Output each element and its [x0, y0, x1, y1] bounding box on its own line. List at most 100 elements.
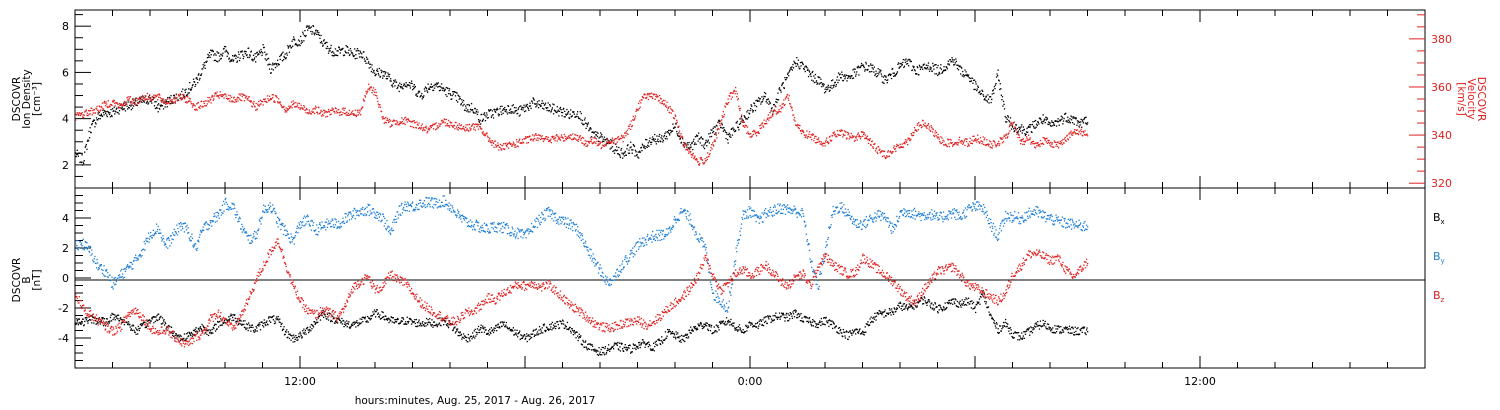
bx-point	[498, 327, 500, 329]
velocity-point	[431, 125, 434, 127]
density-point	[355, 50, 357, 52]
density-point	[762, 97, 765, 99]
velocity-point	[702, 162, 704, 164]
velocity-point	[858, 136, 860, 138]
bx-point	[625, 348, 627, 350]
density-point	[635, 154, 638, 157]
bx-point	[194, 328, 196, 330]
density-tick-label: 8	[62, 20, 69, 33]
bx-point	[522, 336, 524, 338]
density-point	[482, 119, 484, 122]
density-point	[566, 108, 568, 111]
density-point	[961, 75, 963, 77]
density-point	[249, 54, 251, 56]
bx-point	[316, 319, 318, 321]
velocity-point	[524, 138, 526, 140]
density-point	[796, 57, 798, 59]
velocity-point	[472, 123, 474, 125]
bx-point	[502, 321, 504, 323]
density-point	[203, 62, 205, 64]
velocity-point	[878, 149, 880, 151]
density-point	[630, 141, 632, 143]
density-point	[438, 90, 441, 92]
density-point	[877, 68, 879, 70]
velocity-point	[730, 98, 732, 100]
density-point	[255, 61, 257, 63]
velocity-point	[1049, 144, 1051, 146]
density-point	[503, 108, 505, 110]
density-point	[611, 140, 613, 142]
velocity-point	[390, 120, 392, 122]
velocity-point	[480, 127, 482, 129]
velocity-point	[86, 112, 89, 114]
bx-point	[232, 316, 234, 319]
velocity-point	[590, 138, 593, 141]
velocity-point	[457, 124, 459, 126]
velocity-point	[539, 134, 541, 136]
density-point	[837, 72, 840, 74]
density-point	[945, 69, 947, 71]
velocity-point	[642, 97, 645, 99]
velocity-point	[922, 120, 924, 122]
velocity-point	[1078, 131, 1080, 133]
density-point	[841, 71, 843, 73]
density-point	[577, 111, 579, 113]
bx-point	[416, 322, 419, 324]
bx-point	[656, 344, 659, 346]
density-point	[660, 137, 662, 139]
density-point	[269, 63, 271, 66]
velocity-point	[427, 131, 429, 133]
bx-point	[425, 317, 428, 320]
velocity-point	[647, 92, 649, 95]
density-point	[751, 109, 753, 111]
velocity-point	[557, 138, 559, 140]
density-point	[443, 87, 445, 90]
density-point	[75, 152, 77, 154]
density-point	[962, 74, 964, 76]
velocity-point	[214, 92, 217, 94]
density-point	[107, 111, 109, 113]
velocity-point	[283, 105, 285, 108]
velocity-point	[813, 137, 816, 139]
bx-point	[333, 317, 335, 319]
velocity-point	[510, 143, 512, 145]
velocity-point	[79, 112, 81, 114]
velocity-point	[91, 107, 93, 110]
velocity-point	[988, 140, 991, 142]
bx-point	[157, 319, 159, 322]
velocity-point	[608, 140, 610, 142]
density-point	[851, 77, 854, 80]
density-point	[215, 54, 217, 56]
velocity-point	[761, 122, 764, 124]
density-point	[377, 72, 379, 75]
bx-point	[611, 346, 614, 348]
bx-point	[354, 322, 356, 324]
velocity-point	[235, 101, 237, 103]
bx-point	[517, 336, 519, 338]
velocity-point	[305, 107, 308, 110]
velocity-point	[932, 131, 934, 133]
density-point	[985, 96, 987, 98]
bx-point	[394, 319, 396, 321]
density-point	[539, 104, 541, 106]
velocity-point	[807, 135, 810, 138]
bx-point	[244, 327, 247, 329]
bx-point	[652, 349, 654, 351]
density-point	[133, 101, 136, 104]
bx-point	[429, 322, 431, 324]
density-point	[975, 83, 977, 85]
bx-point	[590, 349, 593, 351]
velocity-point	[845, 138, 848, 140]
velocity-point	[362, 106, 364, 108]
velocity-point	[493, 146, 495, 148]
density-point	[334, 54, 336, 56]
density-point	[820, 78, 822, 80]
velocity-point	[506, 146, 508, 148]
bx-point	[276, 319, 278, 321]
bx-point	[156, 314, 158, 317]
velocity-point	[889, 150, 892, 152]
velocity-point	[767, 114, 769, 116]
velocity-point	[1051, 143, 1053, 145]
velocity-point	[370, 86, 372, 88]
velocity-point	[766, 122, 768, 125]
